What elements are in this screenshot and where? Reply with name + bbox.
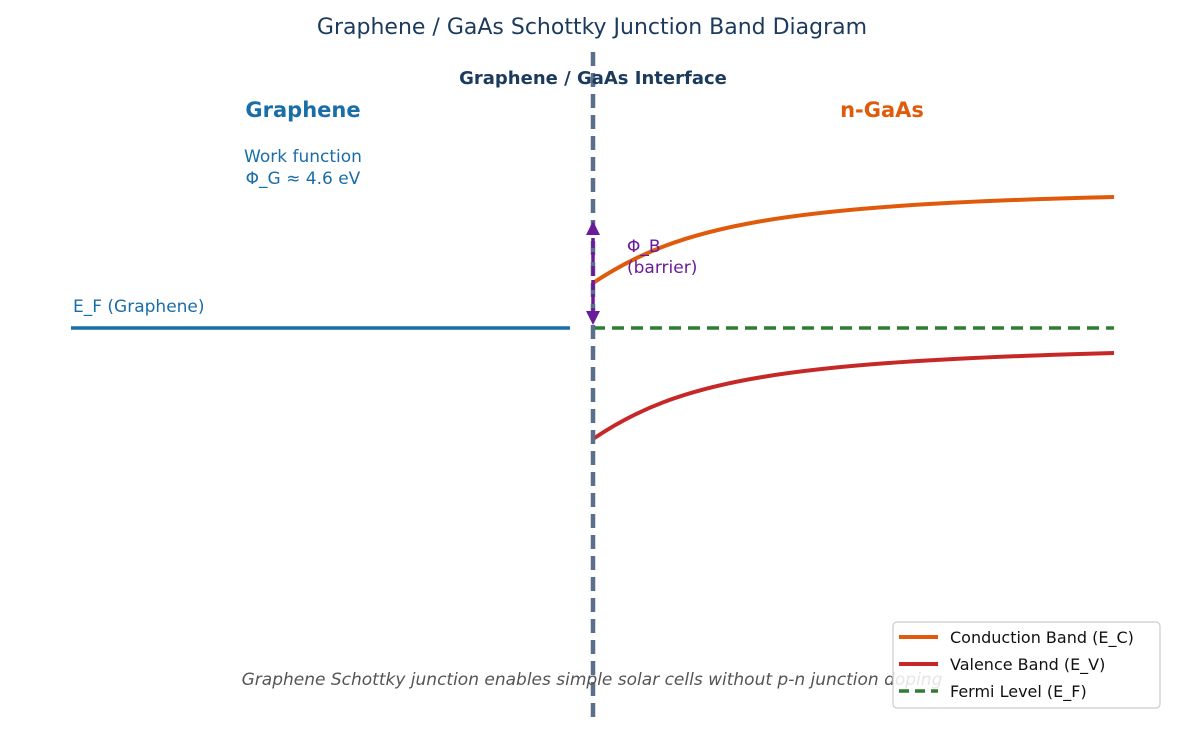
legend-conduction-label: Conduction Band (E_C) <box>950 628 1134 648</box>
work-function-value: Φ_G ≈ 4.6 eV <box>246 169 361 189</box>
caption: Graphene Schottky junction enables simpl… <box>242 670 943 690</box>
legend-valence-label: Valence Band (E_V) <box>950 655 1105 675</box>
legend-fermi-label: Fermi Level (E_F) <box>950 682 1087 702</box>
diagram-title: Graphene / GaAs Schottky Junction Band D… <box>317 15 867 40</box>
graphene-region-label: Graphene <box>245 98 360 122</box>
conduction-band-curve <box>591 195 1115 285</box>
gaas-region-label: n-GaAs <box>840 98 924 122</box>
barrier-label: Φ_B <box>627 237 661 257</box>
work-function-label: Work function <box>244 147 362 167</box>
legend-box <box>892 621 1161 709</box>
valence-band-curve <box>591 351 1115 441</box>
legend: Conduction Band (E_C) Valence Band (E_V)… <box>892 621 1161 709</box>
fermi-level-graphene-label: E_F (Graphene) <box>73 297 205 317</box>
interface-label: Graphene / GaAs Interface <box>459 68 727 89</box>
barrier-sublabel: (barrier) <box>627 258 697 278</box>
